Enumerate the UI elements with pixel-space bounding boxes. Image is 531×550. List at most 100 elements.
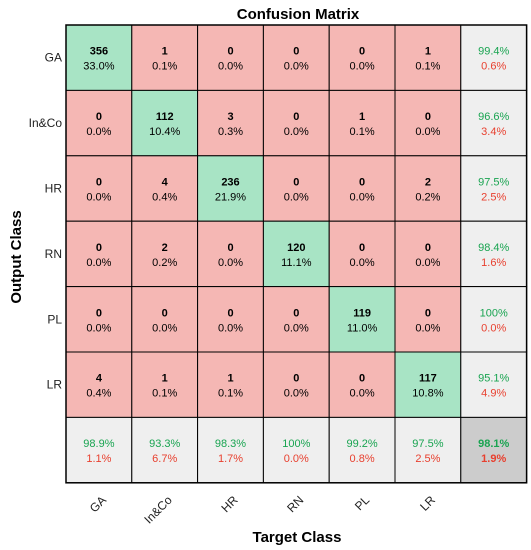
cell-in-co-in-co-percent: 10.4% [149, 126, 180, 138]
cell-pl-lr-percent: 0.0% [415, 322, 440, 334]
cell-hr-rn-value: 0 [293, 177, 299, 189]
cell-rn-ga: 0 0.0% [65, 220, 133, 288]
cell-ga-lr-percent: 0.1% [415, 61, 440, 73]
cell-ga-hr: 0 0.0% [197, 24, 264, 91]
cell-lr-ga-percent: 0.4% [86, 388, 111, 400]
x-tick-lr: LR [417, 493, 438, 514]
cell-lr-rn-value: 0 [293, 373, 299, 385]
cell-ga-pl-percent: 0.0% [350, 61, 375, 73]
cell-lr-lr-percent: 10.8% [412, 388, 443, 400]
cell-ga-pl-value: 0 [359, 46, 365, 58]
col-summary-rn: 100% 0.0% [262, 416, 330, 484]
cell-lr-hr-value: 1 [227, 373, 233, 385]
cell-in-co-hr: 3 0.3% [197, 89, 264, 157]
cell-rn-pl-box [328, 220, 396, 288]
cell-hr-rn-percent: 0.0% [284, 192, 309, 204]
cell-lr-rn: 0 0.0% [262, 351, 330, 418]
cell-in-co-ga: 0 0.0% [65, 89, 133, 157]
col-summary-in-co: 93.3% 6.7% [131, 416, 199, 484]
cell-rn-lr-value: 0 [425, 242, 431, 254]
cell-in-co-pl: 1 0.1% [328, 89, 396, 157]
cell-ga-in-co-percent: 0.1% [152, 61, 177, 73]
y-axis-label: Output Class [8, 210, 25, 303]
cell-rn-pl-percent: 0.0% [350, 257, 375, 269]
row-summary-pl-value: 100% [480, 307, 508, 319]
cell-ga-in-co-value: 1 [162, 46, 168, 58]
cell-in-co-pl-box [328, 89, 396, 157]
row-summary-in-co-percent: 3.4% [481, 126, 506, 138]
cell-rn-hr-percent: 0.0% [218, 257, 243, 269]
cell-ga-rn-percent: 0.0% [284, 61, 309, 73]
col-summary-rn-box [262, 416, 330, 484]
cell-rn-pl-value: 0 [359, 242, 365, 254]
cell-pl-rn: 0 0.0% [262, 286, 330, 353]
col-summary-hr-value: 98.3% [215, 438, 246, 450]
cell-in-co-hr-percent: 0.3% [218, 126, 243, 138]
cell-rn-in-co-percent: 0.2% [152, 257, 177, 269]
cell-in-co-ga-value: 0 [96, 111, 102, 123]
cell-hr-in-co-percent: 0.4% [152, 192, 177, 204]
cell-in-co-rn-percent: 0.0% [284, 126, 309, 138]
row-summary-pl-box [460, 286, 528, 353]
cell-pl-hr-percent: 0.0% [218, 322, 243, 334]
cell-lr-in-co: 1 0.1% [131, 351, 199, 418]
overall-accuracy-value: 98.1% [478, 438, 509, 450]
cell-hr-pl-percent: 0.0% [350, 192, 375, 204]
col-summary-in-co-percent: 6.7% [152, 453, 177, 465]
cell-pl-pl-value: 119 [353, 307, 371, 319]
cell-rn-in-co: 2 0.2% [131, 220, 199, 288]
cell-hr-hr-value: 236 [221, 177, 239, 189]
cell-hr-rn-box [262, 155, 330, 222]
cell-pl-ga: 0 0.0% [65, 286, 133, 353]
cell-lr-ga-box [65, 351, 133, 418]
cell-in-co-ga-percent: 0.0% [86, 126, 111, 138]
cell-pl-hr: 0 0.0% [197, 286, 264, 353]
cell-lr-lr: 117 10.8% [394, 351, 462, 418]
col-summary-ga-box [65, 416, 133, 484]
x-tick-in-co: In&Co [141, 493, 175, 527]
cell-pl-in-co: 0 0.0% [131, 286, 199, 353]
chart-title: Confusion Matrix [237, 6, 360, 23]
cell-hr-ga-percent: 0.0% [86, 192, 111, 204]
row-summary-rn: 98.4% 1.6% [460, 220, 528, 288]
cell-lr-pl-value: 0 [359, 373, 365, 385]
cell-hr-pl: 0 0.0% [328, 155, 396, 222]
cell-in-co-lr: 0 0.0% [394, 89, 462, 157]
cell-rn-rn-box [262, 220, 330, 288]
cell-pl-rn-box [262, 286, 330, 353]
cell-pl-rn-percent: 0.0% [284, 322, 309, 334]
cell-rn-rn: 120 11.1% [262, 220, 330, 288]
cell-ga-lr-value: 1 [425, 46, 431, 58]
overall-accuracy-box [460, 416, 528, 484]
cell-in-co-pl-percent: 0.1% [350, 126, 375, 138]
cell-rn-hr-box [197, 220, 264, 288]
cell-lr-rn-percent: 0.0% [284, 388, 309, 400]
col-summary-ga-percent: 1.1% [86, 453, 111, 465]
cell-in-co-pl-value: 1 [359, 111, 365, 123]
cell-lr-hr-box [197, 351, 264, 418]
cell-hr-lr-value: 2 [425, 177, 431, 189]
cell-pl-pl: 119 11.0% [328, 286, 396, 353]
cell-hr-lr-box [394, 155, 462, 222]
x-tick-hr: HR [218, 493, 240, 515]
cell-rn-lr-box [394, 220, 462, 288]
cell-lr-hr-percent: 0.1% [218, 388, 243, 400]
cell-pl-rn-value: 0 [293, 307, 299, 319]
cell-pl-ga-value: 0 [96, 307, 102, 319]
col-summary-pl-value: 99.2% [346, 438, 377, 450]
col-summary-lr: 97.5% 2.5% [394, 416, 462, 484]
cell-hr-in-co-value: 4 [162, 177, 169, 189]
cell-hr-ga-value: 0 [96, 177, 102, 189]
col-summary-in-co-value: 93.3% [149, 438, 180, 450]
cell-rn-hr-value: 0 [227, 242, 233, 254]
cell-hr-ga: 0 0.0% [65, 155, 133, 222]
cell-hr-in-co: 4 0.4% [131, 155, 199, 222]
cell-rn-pl: 0 0.0% [328, 220, 396, 288]
overall-accuracy-percent: 1.9% [481, 453, 506, 465]
cell-pl-in-co-box [131, 286, 199, 353]
row-summary-lr-percent: 4.9% [481, 388, 506, 400]
cell-ga-pl: 0 0.0% [328, 24, 396, 91]
row-summary-rn-percent: 1.6% [481, 257, 506, 269]
row-summary-rn-value: 98.4% [478, 242, 509, 254]
